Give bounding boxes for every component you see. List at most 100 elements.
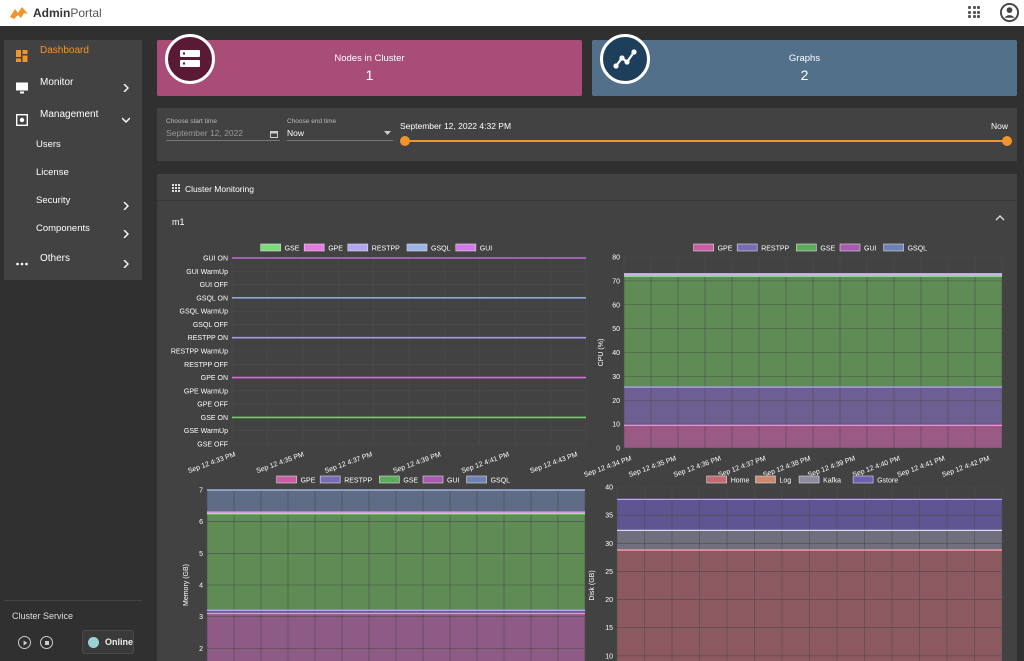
y-tick-label: 3 bbox=[199, 614, 203, 621]
y-tick-label: 30 bbox=[612, 374, 620, 381]
legend-label: Gstore bbox=[877, 478, 898, 485]
y-tick-label: GSQL WarmUp bbox=[180, 309, 229, 316]
y-tick-label: 35 bbox=[605, 513, 613, 520]
x-tick-label: Sep 12 4:38 PM bbox=[762, 455, 812, 479]
x-tick-label: Sep 12 4:33 PM bbox=[187, 451, 237, 475]
stop-icon bbox=[44, 640, 49, 645]
y-tick-label: GSE WarmUp bbox=[184, 428, 228, 435]
legend-label: GUI bbox=[447, 478, 460, 485]
legend-swatch bbox=[736, 243, 758, 252]
x-tick-label: Sep 12 4:39 PM bbox=[807, 455, 857, 479]
top-bar: AdminPortal bbox=[0, 0, 1024, 26]
status-dot bbox=[88, 636, 99, 648]
y-tick-label: GSQL OFF bbox=[193, 322, 228, 329]
dashboard-icon bbox=[16, 50, 28, 62]
y-axis-label: Memory (GB) bbox=[183, 564, 190, 606]
legend-swatch bbox=[379, 475, 400, 484]
time-range-panel bbox=[157, 108, 1017, 161]
y-tick-label: GSQL ON bbox=[196, 295, 228, 302]
legend-swatch bbox=[755, 475, 776, 484]
service-status-badge: Online bbox=[82, 630, 134, 654]
node-label: m1 bbox=[172, 217, 185, 227]
x-tick-label: Sep 12 4:40 PM bbox=[852, 455, 902, 479]
y-tick-label: 20 bbox=[605, 597, 613, 604]
legend-swatch bbox=[466, 475, 487, 484]
chevron-right-icon bbox=[123, 260, 129, 268]
y-tick-label: GUI WarmUp bbox=[186, 269, 228, 276]
legend-label: Log bbox=[780, 478, 792, 485]
y-tick-label: 2 bbox=[199, 646, 203, 653]
start-time-field[interactable]: Choose start time September 12, 2022 bbox=[166, 118, 280, 141]
legend-swatch bbox=[798, 475, 820, 484]
legend-label: GUI bbox=[480, 246, 493, 253]
y-tick-label: GPE ON bbox=[201, 375, 228, 382]
cluster-service-title: Cluster Service bbox=[12, 611, 74, 621]
sidebar-item-label: Others bbox=[40, 252, 71, 264]
card-value: 1 bbox=[365, 67, 374, 83]
legend-label: GSE bbox=[285, 246, 300, 253]
y-tick-label: 20 bbox=[612, 398, 620, 405]
legend-label: GUI bbox=[864, 246, 877, 253]
start-service-button[interactable] bbox=[18, 636, 31, 649]
legend-label: Home bbox=[731, 478, 750, 485]
y-axis-label: Disk (GB) bbox=[589, 570, 596, 600]
sidebar-item-label: Components bbox=[36, 222, 90, 234]
time-slider-end-handle[interactable] bbox=[1002, 136, 1012, 146]
card-title: Graphs bbox=[788, 53, 821, 64]
divider bbox=[4, 600, 142, 601]
legend-label: RESTPP bbox=[344, 478, 372, 485]
monitor-icon bbox=[16, 82, 28, 94]
sidebar-item-label: License bbox=[36, 166, 69, 178]
y-tick-label: 0 bbox=[616, 446, 620, 453]
y-tick-label: 4 bbox=[199, 583, 203, 590]
y-tick-label: 80 bbox=[612, 255, 620, 262]
legend-swatch bbox=[276, 475, 297, 484]
y-tick-label: GUI ON bbox=[203, 256, 228, 263]
end-time-select[interactable]: Choose end time Now bbox=[287, 118, 393, 141]
y-tick-label: GPE OFF bbox=[197, 402, 228, 409]
nodes-card[interactable]: Nodes in Cluster 1 bbox=[157, 34, 582, 96]
y-tick-label: 70 bbox=[612, 278, 620, 285]
x-tick-label: Sep 12 4:41 PM bbox=[461, 451, 511, 475]
x-tick-label: Sep 12 4:37 PM bbox=[717, 455, 767, 479]
y-tick-label: 6 bbox=[199, 519, 203, 526]
x-tick-label: Sep 12 4:43 PM bbox=[529, 451, 579, 475]
legend-label: Kafka bbox=[823, 478, 841, 485]
legend-swatch bbox=[455, 243, 477, 252]
play-icon bbox=[23, 640, 27, 645]
field-label: Choose start time bbox=[166, 118, 217, 125]
sidebar-item-label: Management bbox=[40, 108, 99, 120]
y-tick-label: 50 bbox=[612, 326, 620, 333]
sidebar-item-label: Users bbox=[36, 138, 61, 150]
y-tick-label: 10 bbox=[605, 653, 613, 660]
x-tick-label: Sep 12 4:35 PM bbox=[256, 451, 306, 475]
y-tick-label: 10 bbox=[612, 422, 620, 429]
more-horiz-icon bbox=[16, 262, 28, 266]
y-tick-label: RESTPP WarmUp bbox=[171, 349, 228, 356]
account-circle-icon[interactable] bbox=[1000, 3, 1019, 22]
legend-label: GPE bbox=[718, 246, 733, 253]
apps-grid-icon[interactable] bbox=[968, 6, 980, 18]
chevron-up-icon[interactable] bbox=[995, 214, 1005, 221]
field-value: September 12, 2022 bbox=[166, 128, 244, 138]
calendar-icon[interactable] bbox=[270, 130, 278, 138]
time-slider-track[interactable] bbox=[405, 140, 1007, 142]
app-logo[interactable]: AdminPortal bbox=[9, 6, 102, 20]
card-value: 2 bbox=[800, 67, 809, 83]
chevron-down-icon bbox=[122, 117, 130, 123]
sidebar-item-label: Monitor bbox=[40, 76, 74, 88]
legend-swatch bbox=[303, 243, 325, 252]
time-slider-start-handle[interactable] bbox=[400, 136, 410, 146]
legend-swatch bbox=[883, 243, 904, 252]
y-axis-label: CPU (%) bbox=[598, 339, 605, 367]
legend-label: GSQL bbox=[491, 478, 511, 485]
legend-label: GSE bbox=[403, 478, 418, 485]
stop-service-button[interactable] bbox=[40, 636, 53, 649]
legend-label: GSQL bbox=[908, 246, 928, 253]
graphs-card[interactable]: Graphs 2 bbox=[592, 34, 1017, 96]
dropdown-arrow-icon bbox=[384, 131, 391, 135]
sidebar-item-label: Security bbox=[36, 194, 71, 206]
field-label: Choose end time bbox=[287, 118, 337, 125]
sidebar-item-label: Dashboard bbox=[40, 44, 89, 56]
